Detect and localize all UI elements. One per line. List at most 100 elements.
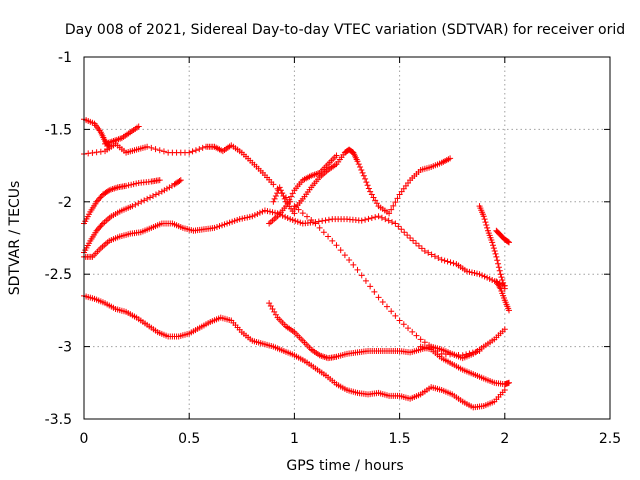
x-tick-label: 2.5 xyxy=(599,431,621,447)
data-point xyxy=(495,264,502,271)
data-point xyxy=(481,273,488,280)
data-point xyxy=(155,190,162,197)
data-point xyxy=(394,195,401,202)
data-point xyxy=(186,149,193,156)
data-point xyxy=(148,144,155,151)
data-point xyxy=(176,177,183,184)
data-point xyxy=(189,148,196,155)
data-point xyxy=(234,217,241,224)
data-point xyxy=(158,188,165,195)
data-point xyxy=(132,201,139,208)
y-tick-label: -3.5 xyxy=(45,412,72,428)
data-point xyxy=(211,224,218,231)
data-point xyxy=(85,150,92,157)
data-series xyxy=(81,116,513,411)
data-point xyxy=(259,208,266,215)
data-point xyxy=(333,242,340,249)
series-track-d xyxy=(81,177,163,227)
data-point xyxy=(292,217,299,224)
data-point xyxy=(254,210,261,217)
data-point xyxy=(418,245,425,252)
data-point xyxy=(410,237,417,244)
data-point xyxy=(358,166,365,173)
data-point xyxy=(463,268,470,275)
data-point xyxy=(375,294,382,301)
data-point xyxy=(130,181,137,188)
data-point xyxy=(358,272,365,279)
series-track-l xyxy=(476,203,508,292)
x-tick-label: 0.5 xyxy=(178,431,200,447)
data-point xyxy=(199,144,206,151)
data-point xyxy=(493,253,500,260)
data-point xyxy=(421,248,428,255)
data-point xyxy=(362,277,369,284)
data-point xyxy=(289,190,296,197)
data-point xyxy=(447,155,454,162)
data-point xyxy=(484,224,491,231)
data-point xyxy=(295,206,302,213)
data-point xyxy=(392,220,399,227)
data-point xyxy=(125,182,132,189)
data-point xyxy=(360,172,367,179)
data-point xyxy=(241,215,248,222)
data-point xyxy=(441,257,448,264)
data-point xyxy=(425,249,432,256)
data-point xyxy=(94,226,101,233)
data-point xyxy=(152,191,159,198)
data-point xyxy=(375,213,382,220)
data-point xyxy=(358,217,365,224)
data-point xyxy=(244,214,251,221)
data-point xyxy=(282,213,289,220)
data-point xyxy=(385,217,392,224)
data-point xyxy=(97,148,104,155)
data-point xyxy=(447,259,454,266)
data-point xyxy=(269,209,276,216)
series-track-i xyxy=(291,146,454,217)
data-point xyxy=(354,266,361,273)
data-point xyxy=(192,147,199,154)
data-point xyxy=(261,207,268,214)
data-point xyxy=(506,239,513,246)
data-point xyxy=(382,216,389,223)
data-point xyxy=(319,217,326,224)
y-tick-label: -2 xyxy=(58,195,72,211)
data-point xyxy=(144,195,151,202)
data-point xyxy=(476,271,483,278)
data-point xyxy=(363,179,370,186)
data-point xyxy=(368,215,375,222)
data-point xyxy=(294,218,301,225)
data-point xyxy=(266,208,273,215)
data-point xyxy=(400,321,407,328)
data-point xyxy=(177,177,184,184)
data-point xyxy=(500,279,507,286)
data-point xyxy=(506,379,513,386)
chart-title: Day 008 of 2021, Sidereal Day-to-day VTE… xyxy=(65,22,625,38)
data-point xyxy=(96,195,103,202)
series-track-m xyxy=(493,227,513,246)
data-point xyxy=(350,261,357,268)
data-point xyxy=(216,223,223,230)
data-point xyxy=(104,188,111,195)
data-point xyxy=(364,182,371,189)
data-point xyxy=(166,184,173,191)
data-point xyxy=(160,148,167,155)
data-point xyxy=(354,158,361,165)
data-point xyxy=(492,250,499,257)
data-point xyxy=(264,208,271,215)
data-point xyxy=(450,260,457,267)
data-point xyxy=(277,187,284,194)
data-point xyxy=(392,312,399,319)
data-point xyxy=(96,224,103,231)
series-track-g xyxy=(81,292,508,411)
data-point xyxy=(129,203,136,210)
data-point xyxy=(272,209,279,216)
data-point xyxy=(407,235,414,241)
data-point xyxy=(468,269,475,276)
data-point xyxy=(316,224,323,231)
data-point xyxy=(388,206,395,213)
data-point xyxy=(231,217,238,224)
data-point xyxy=(161,187,168,194)
data-point xyxy=(444,258,451,265)
series-track-j xyxy=(266,152,340,227)
data-point xyxy=(271,195,278,202)
